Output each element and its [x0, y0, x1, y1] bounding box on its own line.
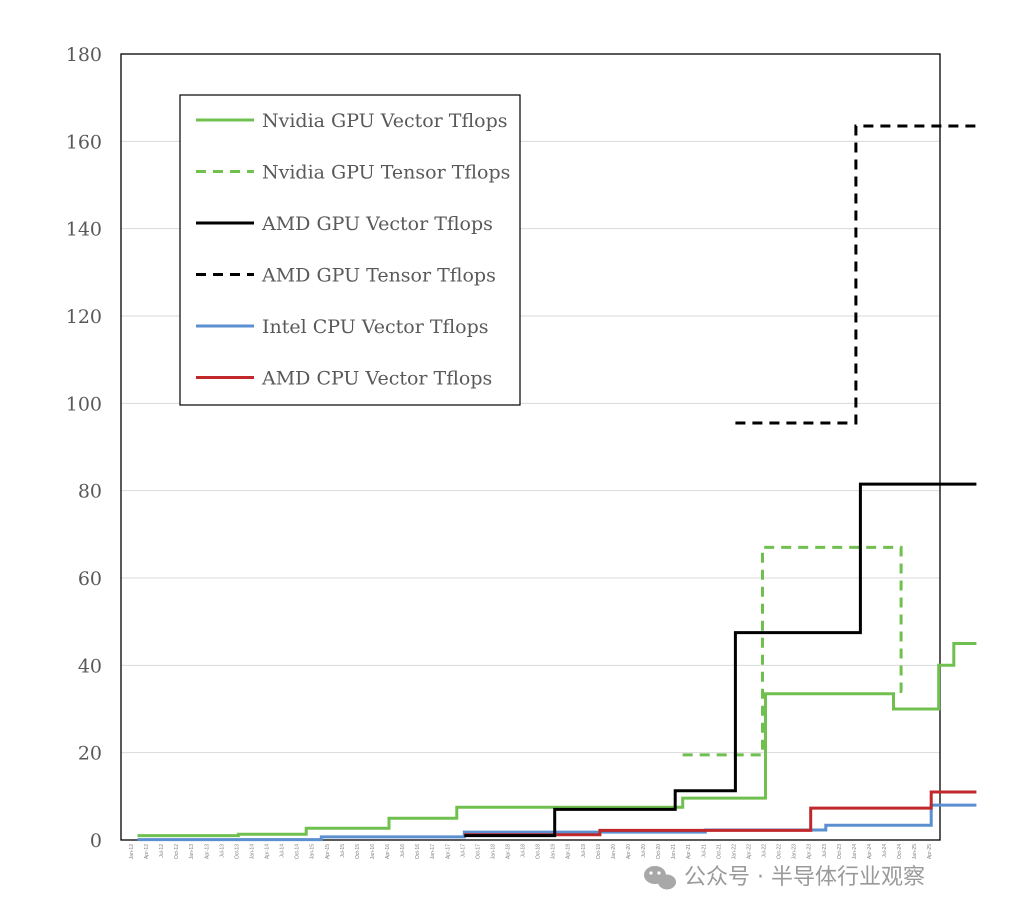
legend-label: AMD GPU Tensor Tflops — [261, 265, 496, 287]
x-tick-label: Oct-16 — [415, 844, 421, 859]
legend-label: AMD GPU Vector Tflops — [261, 213, 493, 235]
legend: Nvidia GPU Vector Tflops Nvidia GPU Tenso… — [179, 94, 521, 406]
series-line — [137, 642, 977, 838]
y-tick-label: 80 — [78, 481, 102, 503]
x-tick-label: Jul-15 — [340, 844, 346, 858]
x-tick-label: Apr-18 — [506, 844, 512, 859]
watermark-text: 公众号 · 半导体行业观察 — [684, 865, 925, 890]
x-tick-label: Apr-13 — [204, 844, 210, 859]
x-tick-label: Jan-23 — [792, 844, 798, 860]
y-tick-label: 0 — [90, 830, 102, 852]
plot-area-border — [120, 53, 941, 841]
x-tick-label: Jul-19 — [581, 844, 587, 858]
x-tick-label: Jul-12 — [159, 844, 165, 858]
y-tick-label: 140 — [66, 219, 102, 241]
series-line — [682, 545, 905, 757]
x-tick-label: Jul-21 — [701, 844, 707, 858]
y-tick-label: 100 — [66, 393, 102, 415]
x-tick-label: Jan-25 — [912, 844, 918, 860]
wechat-icon — [644, 866, 676, 890]
x-tick-label: Jul-24 — [882, 844, 888, 858]
x-tick-label: Oct-18 — [536, 844, 542, 859]
series-line — [735, 124, 977, 425]
x-tick-label: Oct-12 — [174, 844, 180, 859]
x-tick-label: Jan-24 — [852, 844, 858, 860]
series-line — [464, 790, 977, 837]
y-tick-label: 120 — [66, 306, 102, 328]
x-tick-label: Apr-23 — [807, 844, 813, 859]
x-tick-label: Apr-16 — [385, 844, 391, 859]
x-tick-label: Jul-17 — [460, 844, 466, 858]
x-tick-label: Jul-13 — [219, 844, 225, 858]
x-tick-label: Jan-16 — [370, 844, 376, 860]
x-tick-label: Jan-19 — [551, 844, 557, 860]
x-tick-label: Oct-24 — [897, 844, 903, 859]
legend-label: Nvidia GPU Vector Tflops — [262, 110, 507, 132]
legend-label: Nvidia GPU Tensor Tflops — [262, 162, 510, 184]
x-tick-label: Jul-23 — [822, 844, 828, 858]
x-tick-label: Jan-14 — [249, 844, 255, 860]
y-axis-ticks: 0 20 40 60 80 100 120 140 160 180 — [66, 44, 102, 852]
watermark: 公众号 · 半导体行业观察 — [644, 865, 925, 890]
legend-box — [179, 94, 521, 406]
x-tick-label: Apr-25 — [927, 844, 933, 859]
x-tick-label: Oct-14 — [295, 844, 301, 859]
x-tick-label: Jan-18 — [490, 844, 496, 860]
x-tick-label: Oct-17 — [475, 844, 481, 859]
x-tick-label: Oct-22 — [777, 844, 783, 859]
x-tick-label: Apr-12 — [144, 844, 150, 859]
x-tick-label: Oct-19 — [596, 844, 602, 859]
x-axis-ticks: Jan-12 Apr-12 Jul-12 Oct-12 Jan-13 Apr-13 Jul-… — [129, 844, 933, 860]
legend-label: AMD CPU Vector Tflops — [261, 368, 492, 390]
x-tick-label: Jul-22 — [762, 844, 768, 858]
x-tick-label: Oct-15 — [355, 844, 361, 859]
x-tick-label: Jan-15 — [310, 844, 316, 860]
y-tick-label: 40 — [78, 655, 102, 677]
x-tick-label: Apr-17 — [445, 844, 451, 859]
x-tick-label: Apr-15 — [325, 844, 331, 859]
series-lines — [137, 124, 977, 842]
x-tick-label: Jan-21 — [671, 844, 677, 860]
x-tick-label: Jul-18 — [521, 844, 527, 858]
x-tick-label: Jan-13 — [189, 844, 195, 860]
x-tick-label: Apr-19 — [566, 844, 572, 859]
x-tick-label: Jul-14 — [280, 844, 286, 858]
x-tick-label: Jul-16 — [400, 844, 406, 858]
y-tick-label: 20 — [78, 743, 102, 765]
x-tick-label: Jan-22 — [731, 844, 737, 860]
x-tick-label: Apr-14 — [265, 844, 271, 859]
x-tick-label: Apr-20 — [626, 844, 632, 859]
x-tick-label: Oct-23 — [837, 844, 843, 859]
y-tick-label: 160 — [66, 131, 102, 153]
x-tick-label: Jan-12 — [129, 844, 135, 860]
x-tick-label: Apr-22 — [746, 844, 752, 859]
x-tick-label: Jul-20 — [641, 844, 647, 858]
x-tick-label: Oct-21 — [716, 844, 722, 859]
x-tick-label: Oct-13 — [234, 844, 240, 859]
x-tick-label: Jan-20 — [611, 844, 617, 860]
y-tick-label: 180 — [66, 44, 102, 66]
x-tick-label: Jan-17 — [430, 844, 436, 860]
series-line — [464, 482, 977, 838]
x-tick-label: Apr-21 — [686, 844, 692, 859]
x-tick-label: Oct-20 — [656, 844, 662, 859]
legend-label: Intel CPU Vector Tflops — [262, 316, 489, 338]
y-tick-label: 60 — [78, 568, 102, 590]
x-tick-label: Apr-24 — [867, 844, 873, 859]
